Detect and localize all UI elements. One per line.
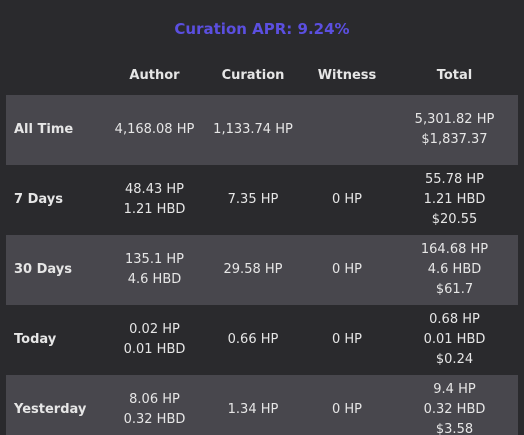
table-row: Yesterday 8.06 HP 0.32 HBD 1.34 HP 0 HP …	[6, 375, 518, 435]
cell-line: 0.32 HBD	[423, 402, 486, 417]
author-cell: 48.43 HP 1.21 HBD	[106, 165, 203, 235]
header-total: Total	[436, 67, 473, 83]
header-witness: Witness	[317, 67, 377, 83]
witness-cell: 0 HP	[303, 305, 391, 375]
cell-line: 4.6 HBD	[127, 272, 182, 287]
total-cell: 5,301.82 HP $1,837.37	[391, 95, 518, 165]
witness-cell	[303, 95, 391, 165]
curation-apr: Curation APR: 9.24%	[174, 20, 350, 38]
cell-line: 1.21 HBD	[423, 192, 486, 207]
total-cell: 55.78 HP 1.21 HBD $20.55	[391, 165, 518, 235]
curation-cell: 29.58 HP	[203, 235, 303, 305]
row-label: Today	[6, 305, 106, 375]
table-header-row: Author Curation Witness Total	[6, 55, 518, 95]
cell-line: $1,837.37	[421, 132, 488, 147]
row-label: 7 Days	[6, 165, 106, 235]
cell-line: 0.01 HBD	[423, 332, 486, 347]
cell-line: $20.55	[431, 212, 478, 227]
author-cell: 135.1 HP 4.6 HBD	[106, 235, 203, 305]
cell-line: 164.68 HP	[420, 242, 489, 257]
cell-line: 1.21 HBD	[123, 202, 186, 217]
cell-line: $0.24	[435, 352, 474, 367]
cell-line: 4.6 HBD	[427, 262, 482, 277]
curation-cell: 1.34 HP	[203, 375, 303, 435]
header-empty	[6, 55, 106, 95]
curation-cell: 1,133.74 HP	[203, 95, 303, 165]
witness-cell: 0 HP	[303, 235, 391, 305]
total-cell: 0.68 HP 0.01 HBD $0.24	[391, 305, 518, 375]
total-cell: 164.68 HP 4.6 HBD $61.7	[391, 235, 518, 305]
author-cell: 4,168.08 HP	[106, 95, 203, 165]
header-curation: Curation	[221, 67, 285, 83]
cell-line: 48.43 HP	[125, 182, 184, 197]
cell-line: 0.02 HP	[129, 322, 180, 337]
row-label: All Time	[6, 95, 106, 165]
cell-line: 4,168.08 HP	[114, 122, 195, 137]
row-label: Yesterday	[6, 375, 106, 435]
cell-line: 9.4 HP	[433, 382, 476, 397]
cell-line: 5,301.82 HP	[414, 112, 495, 127]
cell-line: $61.7	[435, 282, 474, 297]
cell-line: 29.58 HP	[223, 262, 283, 277]
cell-line: 55.78 HP	[425, 172, 484, 187]
table-row: Today 0.02 HP 0.01 HBD 0.66 HP 0 HP 0.68…	[6, 305, 518, 375]
row-label: 30 Days	[6, 235, 106, 305]
curation-cell: 7.35 HP	[203, 165, 303, 235]
table-row: 30 Days 135.1 HP 4.6 HBD 29.58 HP 0 HP 1…	[6, 235, 518, 305]
cell-line: 0.32 HBD	[123, 412, 186, 427]
rewards-table: Author Curation Witness Total All Time 4…	[6, 55, 518, 435]
table-row: 7 Days 48.43 HP 1.21 HBD 7.35 HP 0 HP 55…	[6, 165, 518, 235]
cell-line: 0 HP	[331, 332, 363, 347]
author-cell: 0.02 HP 0.01 HBD	[106, 305, 203, 375]
curation-cell: 0.66 HP	[203, 305, 303, 375]
total-cell: 9.4 HP 0.32 HBD $3.58	[391, 375, 518, 435]
cell-line: 0.66 HP	[227, 332, 279, 347]
cell-line: 0.68 HP	[429, 312, 480, 327]
cell-line: 0 HP	[331, 402, 363, 417]
cell-line: 0.01 HBD	[123, 342, 186, 357]
witness-cell: 0 HP	[303, 165, 391, 235]
cell-line: 0 HP	[331, 192, 363, 207]
cell-line: 1.34 HP	[227, 402, 279, 417]
header-author: Author	[129, 67, 180, 83]
cell-line: $3.58	[435, 422, 474, 435]
cell-line: 1,133.74 HP	[213, 122, 293, 137]
cell-line: 0 HP	[331, 262, 363, 277]
cell-line: 8.06 HP	[129, 392, 180, 407]
cell-line: 7.35 HP	[227, 192, 279, 207]
author-cell: 8.06 HP 0.32 HBD	[106, 375, 203, 435]
witness-cell: 0 HP	[303, 375, 391, 435]
table-row: All Time 4,168.08 HP 1,133.74 HP 5,301.8…	[6, 95, 518, 165]
cell-line: 135.1 HP	[125, 252, 184, 267]
